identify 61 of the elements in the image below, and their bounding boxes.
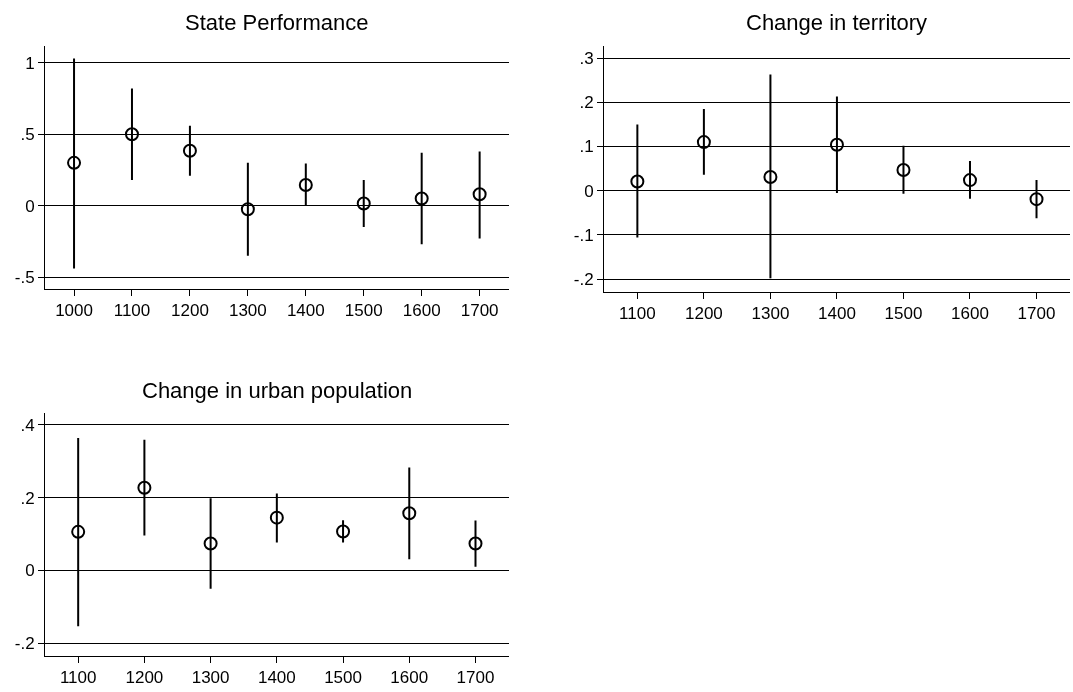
x-tick-label: 1400	[286, 300, 325, 320]
x-tick-label: 1300	[228, 300, 267, 320]
x-tick-label: 1500	[884, 304, 923, 324]
y-tick-label: 1	[25, 53, 35, 73]
x-tick-label: 1200	[125, 668, 164, 688]
x-tick-label: 1400	[257, 668, 296, 688]
point	[696, 135, 711, 150]
point	[763, 170, 778, 185]
x-tick-label: 1400	[818, 304, 856, 324]
point	[472, 187, 487, 202]
y-tick-label: .1	[579, 137, 594, 157]
point	[269, 510, 284, 525]
point	[962, 173, 977, 188]
chart-title: Change in territory	[746, 10, 927, 35]
point	[414, 191, 429, 206]
chart-title: Change in urban population	[142, 378, 413, 403]
point	[829, 137, 844, 152]
chart-title: State Performance	[185, 10, 369, 35]
x-tick-label: 1700	[1017, 304, 1056, 324]
y-tick-label: 0	[25, 196, 35, 216]
point	[240, 202, 255, 217]
point	[356, 196, 371, 211]
y-tick-label: -.2	[14, 634, 35, 654]
point	[402, 506, 417, 521]
x-tick-label: 1300	[191, 668, 230, 688]
x-tick-label: 1500	[344, 300, 383, 320]
y-tick-label: -.1	[573, 225, 594, 245]
x-tick-label: 1600	[402, 300, 441, 320]
y-tick-label: .3	[579, 49, 594, 68]
point	[182, 143, 197, 158]
point	[137, 480, 152, 495]
x-tick-label: 1100	[113, 300, 151, 320]
point	[1029, 192, 1044, 207]
x-tick-label: 1200	[171, 300, 209, 320]
y-tick-label: 0	[25, 561, 35, 581]
point	[203, 536, 218, 551]
point	[71, 524, 86, 539]
x-tick-label: 1100	[59, 668, 97, 688]
point	[630, 174, 645, 189]
y-tick-label: .2	[579, 93, 594, 113]
y-tick-label: .5	[20, 125, 35, 145]
y-tick-label: .2	[20, 488, 35, 508]
x-tick-label: 1700	[456, 668, 495, 688]
y-tick-label: -.2	[573, 270, 594, 290]
point	[468, 536, 483, 551]
point	[67, 155, 82, 170]
y-tick-label: 0	[584, 181, 594, 201]
x-tick-label: 1600	[390, 668, 429, 688]
y-tick-label: .4	[20, 415, 35, 435]
y-tick-label: -.5	[14, 268, 35, 288]
point	[896, 162, 911, 177]
x-tick-label: 1600	[951, 304, 989, 324]
point	[298, 177, 313, 192]
point	[124, 127, 139, 142]
x-tick-label: 1300	[751, 304, 790, 324]
x-tick-label: 1100	[619, 304, 656, 324]
x-tick-label: 1500	[324, 668, 362, 688]
x-tick-label: 1200	[684, 304, 723, 324]
point	[336, 524, 351, 539]
x-tick-label: 1000	[55, 300, 93, 320]
x-tick-label: 1700	[460, 300, 499, 320]
